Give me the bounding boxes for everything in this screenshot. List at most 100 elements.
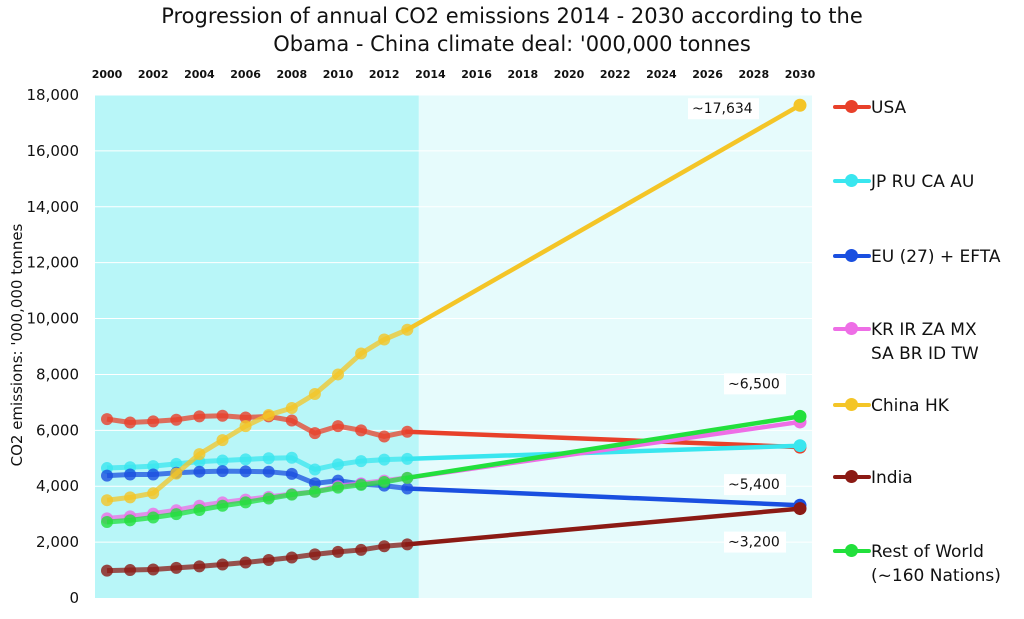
y-tick-label: 12,000: [27, 254, 80, 272]
data-point: [170, 467, 183, 480]
data-point: [401, 425, 414, 438]
x-tick-label: 2024: [646, 68, 677, 81]
annotation-label: ~5,400: [728, 477, 780, 493]
y-tick-label: 8,000: [36, 365, 79, 383]
data-point: [193, 560, 206, 573]
data-point: [332, 420, 344, 433]
data-point: [193, 503, 206, 516]
data-point: [793, 98, 807, 112]
value-annotations: ~17,634 ~6,500 ~5,400 ~3,200: [688, 98, 786, 553]
x-tick-label: 2002: [138, 68, 169, 81]
data-point: [101, 469, 113, 482]
y-tick-label: 0: [69, 589, 79, 607]
series-projection-line: [405, 486, 803, 508]
data-point: [216, 499, 229, 512]
data-point: [216, 454, 229, 467]
data-point: [401, 482, 414, 495]
annotation-box: [688, 98, 759, 120]
data-point: [170, 561, 183, 574]
data-point: [355, 455, 368, 468]
legend-marker: [845, 249, 858, 262]
annotation-label: ~6,500: [728, 376, 780, 392]
legend-marker: [845, 544, 858, 557]
x-axis-ticks: 2000 2002 2004 2006 2008 2010 2012 2014 2016 2018…: [92, 68, 816, 81]
data-point: [147, 468, 160, 481]
annotation-box: [724, 531, 786, 553]
data-point: [147, 460, 160, 473]
data-point: [124, 564, 137, 577]
legend-marker: [845, 174, 858, 187]
data-point: [308, 388, 321, 401]
series-rest-of-world: [101, 409, 807, 528]
series-china-hk: [101, 98, 807, 507]
data-point: [216, 409, 229, 422]
data-point: [239, 420, 252, 433]
data-point: [170, 508, 183, 521]
data-point: [793, 409, 807, 423]
data-point: [262, 465, 275, 478]
data-point: [101, 564, 113, 577]
y-axis-label: CO2 emissions: '000,000 tonnes: [8, 223, 26, 467]
data-point: [355, 543, 368, 556]
legend-marker: [845, 100, 858, 113]
series-projection-line: [405, 443, 803, 462]
data-point: [124, 416, 137, 429]
data-point: [401, 452, 414, 465]
data-point: [124, 491, 137, 504]
data-point: [793, 502, 807, 516]
annotation-box: [724, 373, 786, 395]
data-point: [170, 457, 183, 470]
data-point: [239, 411, 252, 424]
series-projection-line: [405, 414, 803, 481]
data-point: [262, 553, 275, 566]
x-tick-label: 2008: [276, 68, 307, 81]
data-point: [101, 515, 113, 528]
data-point: [285, 551, 298, 564]
data-point: [193, 410, 206, 423]
annotation-box: [724, 474, 786, 496]
data-point: [355, 424, 368, 437]
x-tick-label: 2014: [415, 68, 446, 81]
legend-marker: [845, 470, 858, 483]
data-point: [262, 452, 275, 465]
legend-label: KR IR ZA MX SA BR ID TW: [871, 320, 979, 364]
data-point: [401, 323, 414, 336]
data-point: [239, 556, 252, 569]
legend-label: Rest of World (~160 Nations): [871, 542, 1001, 586]
data-point: [332, 458, 344, 471]
y-axis-ticks: 0 2,000 4,000 6,000 8,000 10,000 12,000 14,000 1…: [27, 86, 80, 607]
data-point: [147, 563, 160, 576]
series-projection-line: [405, 102, 803, 332]
data-point: [285, 488, 298, 501]
series-jp-ru-ca-au: [101, 439, 807, 476]
chart-title-line-2: Obama - China climate deal: '000,000 ton…: [273, 32, 751, 56]
data-point: [308, 427, 321, 440]
series-lines: [101, 98, 807, 577]
x-tick-label: 2012: [369, 68, 400, 81]
data-point: [170, 413, 183, 426]
data-point: [262, 408, 275, 421]
data-point: [308, 463, 321, 476]
data-point: [332, 481, 344, 494]
projection-region: [418, 95, 812, 598]
x-tick-label: 2020: [554, 68, 585, 81]
data-point: [147, 511, 160, 524]
data-point: [101, 413, 113, 426]
data-point: [216, 465, 229, 478]
x-tick-label: 2026: [692, 68, 723, 81]
series-projection-line: [405, 429, 803, 450]
y-tick-label: 6,000: [36, 421, 79, 439]
legend-marker: [845, 398, 858, 411]
data-point: [285, 451, 298, 464]
y-tick-label: 14,000: [27, 198, 80, 216]
x-tick-label: 2010: [323, 68, 354, 81]
legend-label: USA: [871, 98, 907, 118]
data-point: [355, 478, 368, 491]
data-point: [239, 465, 252, 478]
legend-label: India: [871, 468, 913, 488]
legend-label: JP RU CA AU: [871, 172, 975, 192]
data-point: [193, 465, 206, 478]
data-point: [378, 540, 391, 553]
data-point: [308, 477, 321, 490]
